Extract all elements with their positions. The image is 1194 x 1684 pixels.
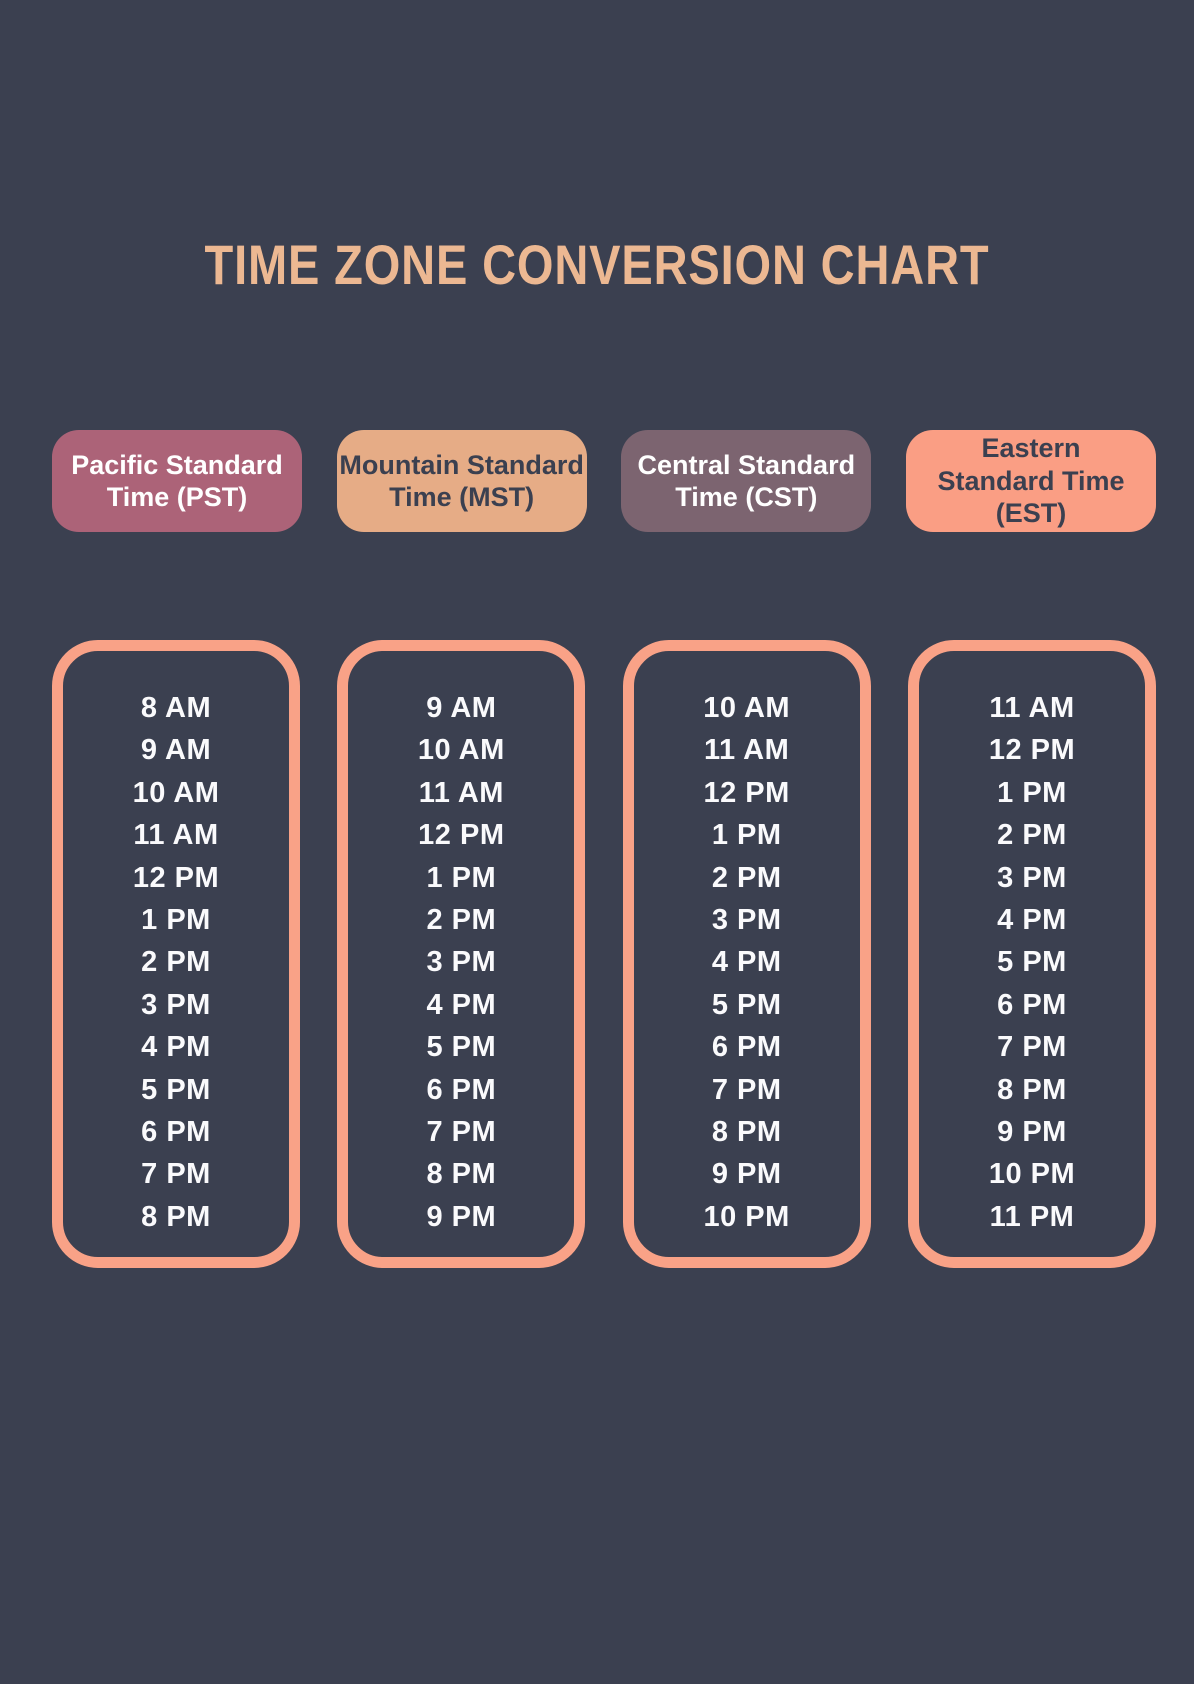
cst-time-item: 6 PM [711, 1031, 782, 1064]
cst-time-item: 4 PM [711, 946, 782, 979]
mst-header-pill: Mountain Standard Time (MST) [336, 430, 587, 532]
est-time-item: 5 PM [997, 946, 1067, 979]
cst-time-item: 1 PM [711, 819, 782, 852]
pst-time-item: 2 PM [141, 946, 211, 979]
pst-time-item: 7 PM [141, 1158, 211, 1191]
est-time-item: 10 PM [988, 1158, 1076, 1191]
cst-header-pill: Central Standard Time (CST) [621, 430, 872, 532]
pst-time-item: 9 AM [140, 734, 212, 767]
mst-time-item: 2 PM [426, 904, 497, 937]
est-time-item: 2 PM [997, 819, 1067, 852]
est-time-list: 11 AM 12 PM 1 PM 2 PM 3 PM 4 PM 5 PM 6 PM 7 PM 8 … [919, 687, 1145, 1238]
cst-time-item: 9 PM [711, 1158, 782, 1191]
est-header-pill: Eastern Standard Time (EST) [905, 430, 1156, 532]
pst-time-item: 12 PM [132, 861, 220, 894]
mst-time-item: 10 AM [417, 734, 505, 767]
est-time-item: 7 PM [997, 1031, 1067, 1064]
mst-time-item: 1 PM [426, 861, 497, 894]
cst-time-item: 5 PM [711, 988, 782, 1021]
mst-time-item: 5 PM [426, 1031, 497, 1064]
mst-time-column: 9 AM 10 AM 11 AM 12 PM 1 PM 2 PM 3 PM 4 PM 5 PM 6… [337, 640, 586, 1268]
mst-time-item: 12 PM [418, 819, 505, 852]
pst-time-item: 11 AM [133, 819, 219, 852]
pst-time-item: 3 PM [141, 988, 211, 1021]
est-time-item: 3 PM [997, 861, 1067, 894]
est-time-item: 11 AM [989, 692, 1075, 724]
pst-time-item: 6 PM [141, 1116, 211, 1149]
cst-time-item: 11 AM [704, 734, 790, 767]
pst-header-pill: Pacific Standard Time (PST) [52, 430, 302, 532]
pst-time-item: 4 PM [141, 1031, 211, 1064]
cst-time-item: 10 PM [703, 1200, 790, 1233]
pst-time-item: 5 PM [141, 1073, 211, 1106]
pst-time-item: 8 PM [141, 1200, 211, 1233]
pst-time-item: 8 AM [140, 692, 212, 724]
est-time-item: 9 PM [997, 1116, 1067, 1149]
cst-time-item: 8 PM [711, 1116, 782, 1149]
mst-time-item: 3 PM [426, 946, 497, 979]
mst-time-item: 6 PM [426, 1073, 497, 1106]
page-title: TIME ZONE CONVERSION CHART [204, 233, 990, 296]
est-time-item: 12 PM [988, 734, 1076, 767]
timezone-header-row: Pacific Standard Time (PST) Mountain Sta… [52, 430, 1156, 532]
mst-time-item: 7 PM [426, 1116, 497, 1149]
pst-time-column: 8 AM 9 AM 10 AM 11 AM 12 PM 1 PM 2 PM 3 PM 4 PM 5… [52, 640, 300, 1268]
cst-time-list: 10 AM 11 AM 12 PM 1 PM 2 PM 3 PM 4 PM 5 PM 6 PM 7… [634, 687, 860, 1238]
cst-time-item: 3 PM [711, 904, 782, 937]
mst-time-item: 9 PM [426, 1200, 497, 1233]
pst-time-list: 8 AM 9 AM 10 AM 11 AM 12 PM 1 PM 2 PM 3 PM 4 PM 5… [63, 687, 289, 1238]
est-time-item: 6 PM [997, 988, 1067, 1021]
mst-time-item: 11 AM [418, 776, 504, 809]
pst-time-item: 10 AM [132, 776, 220, 809]
cst-time-item: 2 PM [711, 861, 782, 894]
mst-time-item: 9 AM [426, 692, 497, 724]
est-time-item: 4 PM [997, 904, 1067, 937]
time-columns-row: 8 AM 9 AM 10 AM 11 AM 12 PM 1 PM 2 PM 3 PM 4 PM 5… [52, 640, 1156, 1268]
est-time-item: 11 PM [989, 1200, 1075, 1233]
est-time-column: 11 AM 12 PM 1 PM 2 PM 3 PM 4 PM 5 PM 6 PM 7 PM 8 … [907, 640, 1156, 1268]
cst-time-item: 12 PM [703, 776, 790, 809]
mst-time-item: 4 PM [426, 988, 497, 1021]
cst-time-item: 7 PM [711, 1073, 782, 1106]
cst-time-item: 10 AM [703, 692, 791, 724]
mst-time-item: 8 PM [426, 1158, 497, 1191]
est-time-item: 1 PM [997, 776, 1067, 809]
cst-time-column: 10 AM 11 AM 12 PM 1 PM 2 PM 3 PM 4 PM 5 PM 6 PM 7… [622, 640, 871, 1268]
mst-time-list: 9 AM 10 AM 11 AM 12 PM 1 PM 2 PM 3 PM 4 PM 5 PM 6… [348, 687, 574, 1238]
est-time-item: 8 PM [997, 1073, 1067, 1106]
pst-time-item: 1 PM [141, 904, 211, 937]
